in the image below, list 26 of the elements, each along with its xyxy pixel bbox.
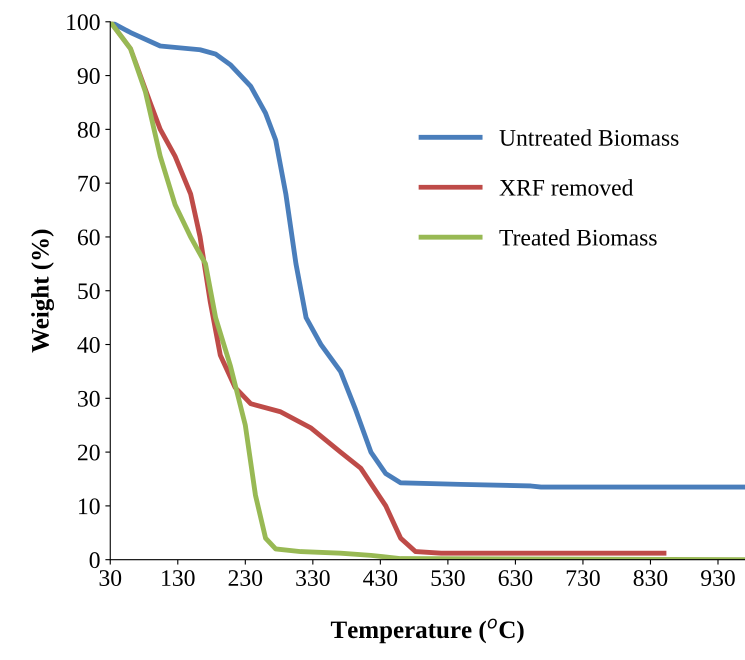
y-tick-label: 100 <box>67 14 100 30</box>
y-tick-label: 0 <box>90 552 100 568</box>
x-tick-label: 530 <box>432 570 465 586</box>
y-tick-label: 10 <box>79 498 100 514</box>
y-tick-label: 40 <box>77 337 100 353</box>
x-tick-label: 730 <box>566 570 600 586</box>
y-tick-label: 70 <box>78 176 100 192</box>
x-tick-label: 330 <box>296 570 330 586</box>
x-tick-label: 130 <box>162 570 195 586</box>
x-tick-label: 630 <box>498 570 532 586</box>
x-tick-label: 430 <box>363 570 398 586</box>
y-tick-label: 60 <box>78 229 100 246</box>
y-tick-label: 50 <box>78 283 100 300</box>
x-tick-label: 30 <box>100 570 122 586</box>
legend-label: Untreated Biomass <box>499 129 678 146</box>
legend-label: XRF removed <box>500 179 634 196</box>
x-tick-label: 930 <box>701 570 735 586</box>
x-axis-title: Temperature ($^{o}$C) <box>330 618 524 644</box>
y-tick-label: 90 <box>78 68 100 84</box>
y-tick-label: 80 <box>78 122 100 138</box>
x-tick-label: 830 <box>634 570 668 586</box>
x-tick-label: 230 <box>228 570 262 586</box>
y-axis-title: Weight (%) <box>31 230 54 353</box>
y-tick-label: 30 <box>78 390 100 407</box>
legend-label: Treated Biomass <box>499 229 657 246</box>
y-tick-label: 20 <box>78 444 100 461</box>
